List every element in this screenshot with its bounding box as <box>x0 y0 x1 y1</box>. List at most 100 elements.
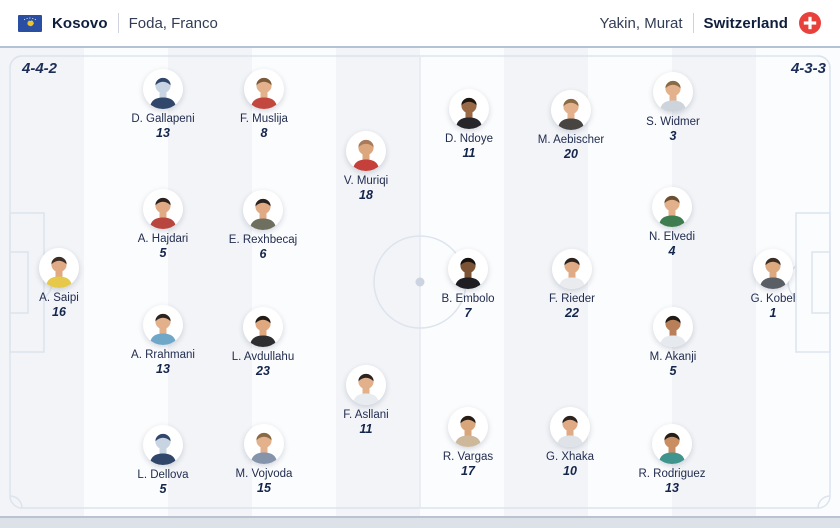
player[interactable]: A. Rrahmani 13 <box>118 305 208 378</box>
player-name: V. Muriqi <box>343 175 389 187</box>
home-team-header[interactable]: Kosovo Foda, Franco <box>18 13 218 33</box>
player-name: F. Rieder <box>548 293 596 305</box>
player-avatar[interactable] <box>550 407 590 447</box>
player-photo-icon <box>244 69 284 109</box>
player-name: G. Kobel <box>750 293 796 305</box>
player-photo-icon <box>346 365 386 405</box>
player[interactable]: M. Aebischer 20 <box>526 90 616 163</box>
player-name: N. Elvedi <box>648 231 696 243</box>
player-photo-icon <box>449 89 489 129</box>
player-avatar[interactable] <box>346 131 386 171</box>
player-avatar[interactable] <box>143 189 183 229</box>
player-number: 15 <box>257 481 271 496</box>
player-name: M. Vojvoda <box>235 468 293 480</box>
player-avatar[interactable] <box>552 249 592 289</box>
player[interactable]: B. Embolo 7 <box>423 249 513 322</box>
player-avatar[interactable] <box>551 90 591 130</box>
player[interactable]: F. Muslija 8 <box>219 69 309 142</box>
player[interactable]: E. Rexhbecaj 6 <box>218 190 308 263</box>
player-avatar[interactable] <box>243 190 283 230</box>
player-name: A. Rrahmani <box>131 349 195 361</box>
player-avatar[interactable] <box>448 407 488 447</box>
player-avatar[interactable] <box>243 307 283 347</box>
player-photo-icon <box>653 72 693 112</box>
header-separator <box>692 13 694 33</box>
player-avatar[interactable] <box>39 248 79 288</box>
player[interactable]: F. Asllani 11 <box>321 365 411 438</box>
player-number: 5 <box>669 364 677 379</box>
lineups-header: Kosovo Foda, Franco Yakin, Murat Switzer… <box>0 0 840 46</box>
player-number: 13 <box>156 126 170 141</box>
player-photo-icon <box>143 305 183 345</box>
player-name: F. Muslija <box>240 113 288 125</box>
player-number: 6 <box>259 247 267 262</box>
player-number: 22 <box>565 306 579 321</box>
header-separator <box>117 13 119 33</box>
player-name: S. Widmer <box>646 116 700 128</box>
player-number: 7 <box>464 306 472 321</box>
player-name: M. Aebischer <box>537 134 605 146</box>
player-name: L. Avdullahu <box>231 351 295 363</box>
player[interactable]: V. Muriqi 18 <box>321 131 411 204</box>
player-avatar[interactable] <box>449 89 489 129</box>
player-photo-icon <box>243 190 283 230</box>
away-coach-name: Yakin, Murat <box>599 14 683 32</box>
player-name: A. Hajdari <box>137 233 189 245</box>
player-avatar[interactable] <box>653 72 693 112</box>
player[interactable]: R. Rodriguez 13 <box>627 424 717 497</box>
pitch-bottom-band <box>0 518 840 528</box>
player[interactable]: A. Hajdari 5 <box>118 189 208 262</box>
player-avatar[interactable] <box>652 187 692 227</box>
player[interactable]: N. Elvedi 4 <box>627 187 717 260</box>
player[interactable]: F. Rieder 22 <box>527 249 617 322</box>
player[interactable]: G. Xhaka 10 <box>525 407 615 480</box>
player-name: B. Embolo <box>441 293 495 305</box>
player-photo-icon <box>652 187 692 227</box>
player-name: F. Asllani <box>343 409 389 421</box>
player-name: M. Akanji <box>649 351 697 363</box>
away-team-header[interactable]: Yakin, Murat Switzerland <box>599 11 822 35</box>
player-number: 5 <box>159 246 167 261</box>
player-photo-icon <box>753 249 793 289</box>
player[interactable]: D. Gallapeni 13 <box>118 69 208 142</box>
player-avatar[interactable] <box>143 69 183 109</box>
player[interactable]: S. Widmer 3 <box>628 72 718 145</box>
player-number: 10 <box>563 464 577 479</box>
player-avatar[interactable] <box>143 425 183 465</box>
player-avatar[interactable] <box>346 365 386 405</box>
player-number: 4 <box>668 244 676 259</box>
player-number: 11 <box>462 146 476 161</box>
player-photo-icon <box>244 424 284 464</box>
player-number: 13 <box>665 481 679 496</box>
player[interactable]: M. Akanji 5 <box>628 307 718 380</box>
player-avatar[interactable] <box>143 305 183 345</box>
player-photo-icon <box>346 131 386 171</box>
player-photo-icon <box>448 249 488 289</box>
player[interactable]: G. Kobel 1 <box>728 249 818 322</box>
player-number: 11 <box>359 422 373 437</box>
player-avatar[interactable] <box>244 69 284 109</box>
player-avatar[interactable] <box>652 424 692 464</box>
player-number: 13 <box>156 362 170 377</box>
player-number: 16 <box>52 305 66 320</box>
player-number: 23 <box>256 364 270 379</box>
player[interactable]: L. Dellova 5 <box>118 425 208 498</box>
player[interactable]: L. Avdullahu 23 <box>218 307 308 380</box>
player-avatar[interactable] <box>244 424 284 464</box>
player-number: 5 <box>159 482 167 497</box>
away-formation-label: 4-3-3 <box>790 60 826 77</box>
kosovo-flag-icon <box>18 14 42 32</box>
player[interactable]: D. Ndoye 11 <box>424 89 514 162</box>
player[interactable]: M. Vojvoda 15 <box>219 424 309 497</box>
player-avatar[interactable] <box>448 249 488 289</box>
player-avatar[interactable] <box>653 307 693 347</box>
player[interactable]: A. Saipi 16 <box>14 248 104 321</box>
player[interactable]: R. Vargas 17 <box>423 407 513 480</box>
player-avatar[interactable] <box>753 249 793 289</box>
home-team-name[interactable]: Kosovo <box>52 14 108 32</box>
away-team-name[interactable]: Switzerland <box>703 14 788 32</box>
player-photo-icon <box>652 424 692 464</box>
player-photo-icon <box>39 248 79 288</box>
home-coach-name: Foda, Franco <box>128 14 218 32</box>
